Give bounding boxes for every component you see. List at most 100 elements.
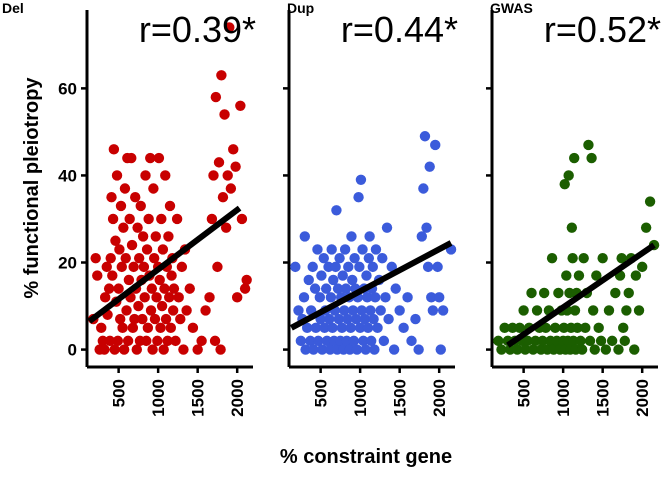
data-point — [327, 322, 338, 334]
data-point — [644, 196, 656, 207]
data-point — [113, 283, 124, 294]
data-point — [331, 205, 342, 216]
data-point — [149, 313, 161, 325]
correlation-label: r=0.39* — [139, 9, 256, 50]
data-point — [110, 235, 121, 246]
data-point — [372, 322, 383, 334]
x-tick-label: 500 — [312, 379, 331, 407]
data-point — [504, 344, 516, 355]
data-point — [606, 335, 618, 347]
data-point — [107, 213, 119, 225]
data-point — [589, 344, 600, 355]
data-point — [155, 322, 166, 334]
data-point — [118, 222, 129, 233]
data-point — [97, 335, 109, 347]
data-point — [101, 261, 112, 273]
data-point — [336, 322, 348, 334]
data-point — [293, 305, 304, 316]
panel-gwas: 500 1000 1500 2000 GWAS r=0.52* — [486, 0, 661, 417]
data-point — [99, 292, 111, 303]
data-point — [212, 261, 223, 273]
correlation-label: r=0.44* — [341, 9, 458, 50]
data-point — [150, 231, 161, 242]
data-point — [537, 335, 548, 347]
data-point — [145, 152, 156, 164]
data-point — [546, 252, 558, 264]
y-tick-label: 0 — [68, 341, 77, 360]
data-point — [163, 231, 174, 242]
data-point — [104, 335, 116, 347]
data-point — [117, 322, 128, 334]
data-point — [119, 183, 131, 194]
data-point — [432, 261, 443, 273]
data-point — [305, 335, 316, 347]
data-point — [531, 305, 543, 316]
data-point — [621, 305, 632, 316]
data-point — [520, 344, 531, 355]
data-point — [569, 305, 581, 316]
data-point — [576, 344, 588, 355]
data-point — [308, 344, 319, 355]
data-point — [636, 261, 648, 273]
data-point — [303, 274, 314, 286]
data-point — [164, 200, 176, 212]
data-point — [153, 152, 165, 164]
data-point — [220, 222, 232, 233]
data-point — [566, 222, 578, 233]
data-point — [597, 252, 608, 264]
data-point — [419, 131, 431, 142]
data-point — [156, 300, 168, 312]
data-point — [170, 335, 181, 347]
data-point — [299, 231, 311, 242]
data-point — [422, 261, 434, 273]
data-point — [133, 300, 144, 312]
data-point — [583, 139, 594, 151]
data-point — [518, 305, 529, 316]
data-point — [600, 344, 612, 355]
data-point — [109, 344, 120, 355]
data-point — [126, 152, 137, 164]
data-point — [92, 270, 103, 281]
data-point — [567, 252, 578, 264]
data-point — [219, 109, 230, 120]
data-point — [433, 292, 445, 303]
data-point — [154, 274, 165, 286]
data-point — [368, 313, 379, 325]
data-point — [106, 192, 117, 203]
data-point — [362, 292, 373, 303]
data-point — [610, 287, 621, 299]
data-point — [573, 270, 585, 281]
data-point — [138, 261, 150, 273]
data-point — [152, 335, 163, 347]
data-point — [127, 322, 139, 334]
data-point — [339, 305, 350, 316]
data-point — [213, 157, 225, 168]
data-point — [320, 283, 332, 294]
data-point — [351, 344, 363, 355]
data-point — [166, 270, 177, 281]
data-point — [633, 305, 645, 316]
data-point — [354, 261, 365, 273]
data-point — [553, 287, 564, 299]
data-point — [116, 261, 127, 273]
data-point — [310, 322, 322, 334]
data-point — [216, 70, 227, 81]
data-point — [496, 344, 507, 355]
data-point — [204, 292, 215, 303]
data-point — [587, 305, 599, 316]
data-point — [307, 261, 318, 273]
data-point — [173, 292, 184, 303]
data-point — [339, 244, 351, 255]
data-point — [129, 313, 140, 325]
panel-title: Del — [2, 0, 24, 16]
data-point — [230, 161, 241, 172]
data-point — [584, 335, 596, 347]
data-point — [318, 252, 329, 264]
data-point — [364, 231, 375, 242]
data-point — [616, 252, 627, 264]
data-point — [342, 313, 353, 325]
data-point — [430, 139, 441, 151]
data-point — [111, 170, 123, 181]
data-point — [346, 231, 357, 242]
